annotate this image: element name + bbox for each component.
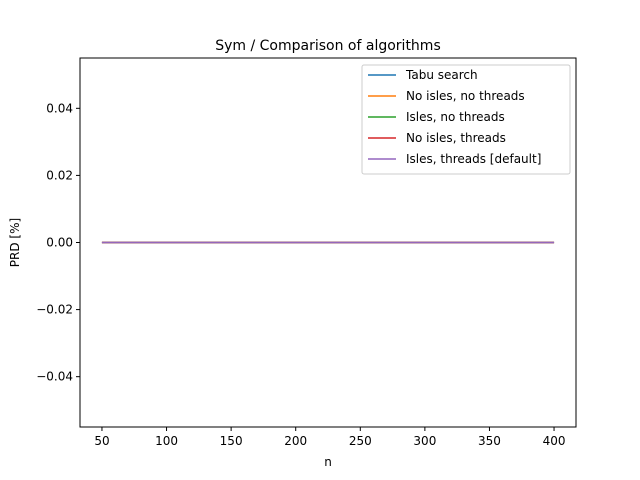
legend-label: Isles, threads [default] [406, 152, 541, 166]
x-axis-ticks: 50 100 150 200 250 300 350 400 [94, 427, 565, 448]
y-axis-ticks: −0.04 −0.02 0.00 0.02 0.04 [36, 101, 80, 384]
x-tick-label: 250 [349, 434, 372, 448]
y-tick-label: 0.00 [46, 236, 73, 250]
legend-label: No isles, threads [406, 131, 506, 145]
y-tick-label: 0.02 [46, 168, 73, 182]
y-tick-label: 0.04 [46, 101, 73, 115]
x-tick-label: 150 [220, 434, 243, 448]
x-tick-label: 400 [543, 434, 566, 448]
x-tick-label: 350 [478, 434, 501, 448]
legend-label: Isles, no threads [406, 110, 505, 124]
x-tick-label: 100 [155, 434, 178, 448]
y-axis-label: PRD [%] [8, 218, 22, 267]
y-tick-label: −0.02 [36, 303, 73, 317]
legend: Tabu search No isles, no threads Isles, no… [361, 64, 571, 175]
y-tick-label: −0.04 [36, 370, 73, 384]
x-tick-label: 50 [94, 434, 109, 448]
x-axis-label: n [324, 455, 332, 469]
chart-title: Sym / Comparison of algorithms [215, 38, 441, 54]
legend-label: No isles, no threads [406, 89, 525, 103]
legend-label: Tabu search [405, 68, 478, 82]
x-tick-label: 200 [284, 434, 307, 448]
x-tick-label: 300 [413, 434, 436, 448]
legend-box [361, 64, 571, 175]
